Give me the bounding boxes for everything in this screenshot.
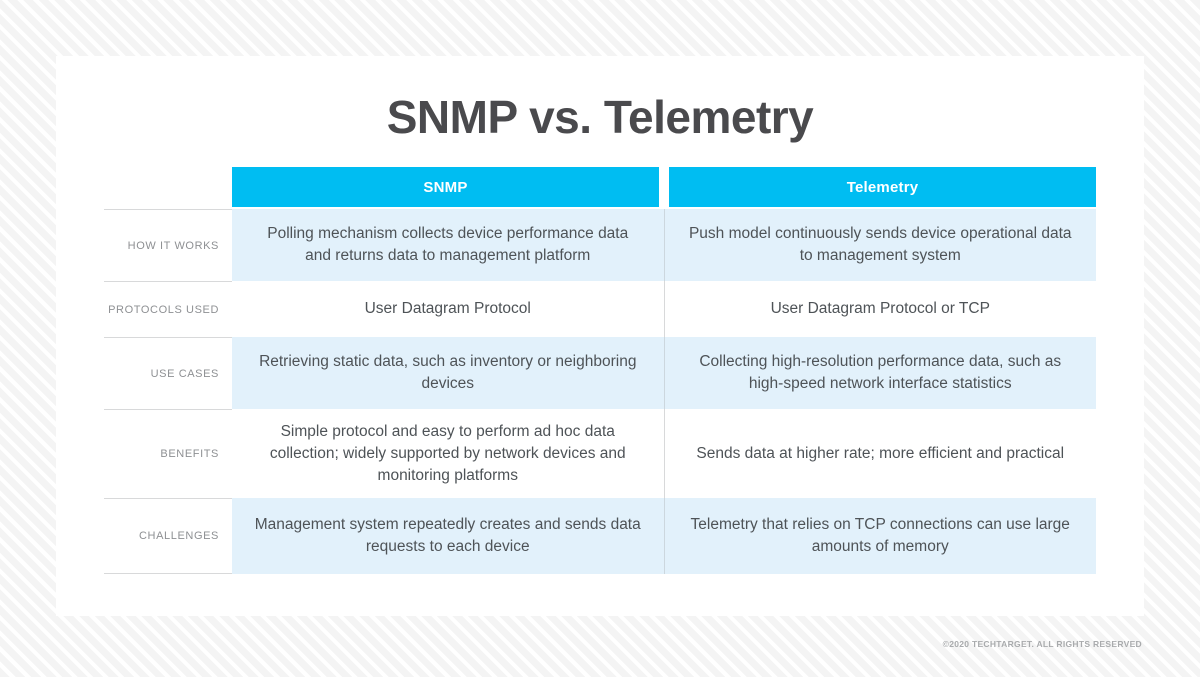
table-row: PROTOCOLS USED User Datagram Protocol Us… [104, 281, 1096, 337]
table-row: BENEFITS Simple protocol and easy to per… [104, 409, 1096, 498]
cell-challenges-telemetry: Telemetry that relies on TCP connections… [664, 498, 1096, 574]
table-header-row: SNMP Telemetry [104, 167, 1096, 207]
table-row: CHALLENGES Management system repeatedly … [104, 498, 1096, 574]
row-label-protocols-used: PROTOCOLS USED [104, 281, 232, 337]
row-label-challenges: CHALLENGES [104, 498, 232, 574]
cell-text: Sends data at higher rate; more efficien… [696, 444, 1065, 462]
row-label-benefits: BENEFITS [104, 409, 232, 498]
table-row: HOW IT WORKS Polling mechanism collects … [104, 209, 1096, 281]
cell-how-it-works-telemetry: Push model continuously sends device ope… [664, 209, 1096, 281]
cell-text: Simple protocol and easy to perform ad h… [269, 422, 626, 484]
cell-protocols-used-telemetry: User Datagram Protocol or TCP [664, 281, 1096, 337]
column-header-telemetry: Telemetry [669, 167, 1096, 207]
cell-protocols-used-snmp: User Datagram Protocol [232, 281, 665, 337]
column-header-snmp: SNMP [232, 167, 659, 207]
page-title: SNMP vs. Telemetry [386, 91, 814, 143]
cell-text: Polling mechanism collects device perfor… [267, 225, 629, 264]
cell-text: User Datagram Protocol [364, 300, 531, 317]
cell-benefits-telemetry: Sends data at higher rate; more efficien… [664, 409, 1096, 498]
cell-text: Retrieving static data, such as inventor… [259, 353, 637, 392]
cell-text: Collecting high-resolution performance d… [699, 353, 1062, 392]
comparison-table: SNMP Telemetry HOW IT WORKS Polling mech… [104, 167, 1096, 574]
content-card: SNMP vs. Telemetry SNMP Telemetry HOW IT… [56, 56, 1144, 616]
row-label-use-cases: USE CASES [104, 337, 232, 409]
row-label-how-it-works: HOW IT WORKS [104, 209, 232, 281]
cell-text: User Datagram Protocol or TCP [770, 300, 990, 317]
header-corner-spacer [104, 167, 232, 207]
copyright-notice: ©2020 TECHTARGET. ALL RIGHTS RESERVED [942, 639, 1142, 649]
cell-use-cases-telemetry: Collecting high-resolution performance d… [664, 337, 1096, 409]
cell-how-it-works-snmp: Polling mechanism collects device perfor… [232, 209, 665, 281]
cell-text: Push model continuously sends device ope… [688, 225, 1072, 264]
cell-challenges-snmp: Management system repeatedly creates and… [232, 498, 665, 574]
cell-text: Telemetry that relies on TCP connections… [690, 516, 1070, 555]
cell-benefits-snmp: Simple protocol and easy to perform ad h… [232, 409, 665, 498]
table-row: USE CASES Retrieving static data, such a… [104, 337, 1096, 409]
cell-use-cases-snmp: Retrieving static data, such as inventor… [232, 337, 665, 409]
cell-text: Management system repeatedly creates and… [254, 516, 641, 555]
